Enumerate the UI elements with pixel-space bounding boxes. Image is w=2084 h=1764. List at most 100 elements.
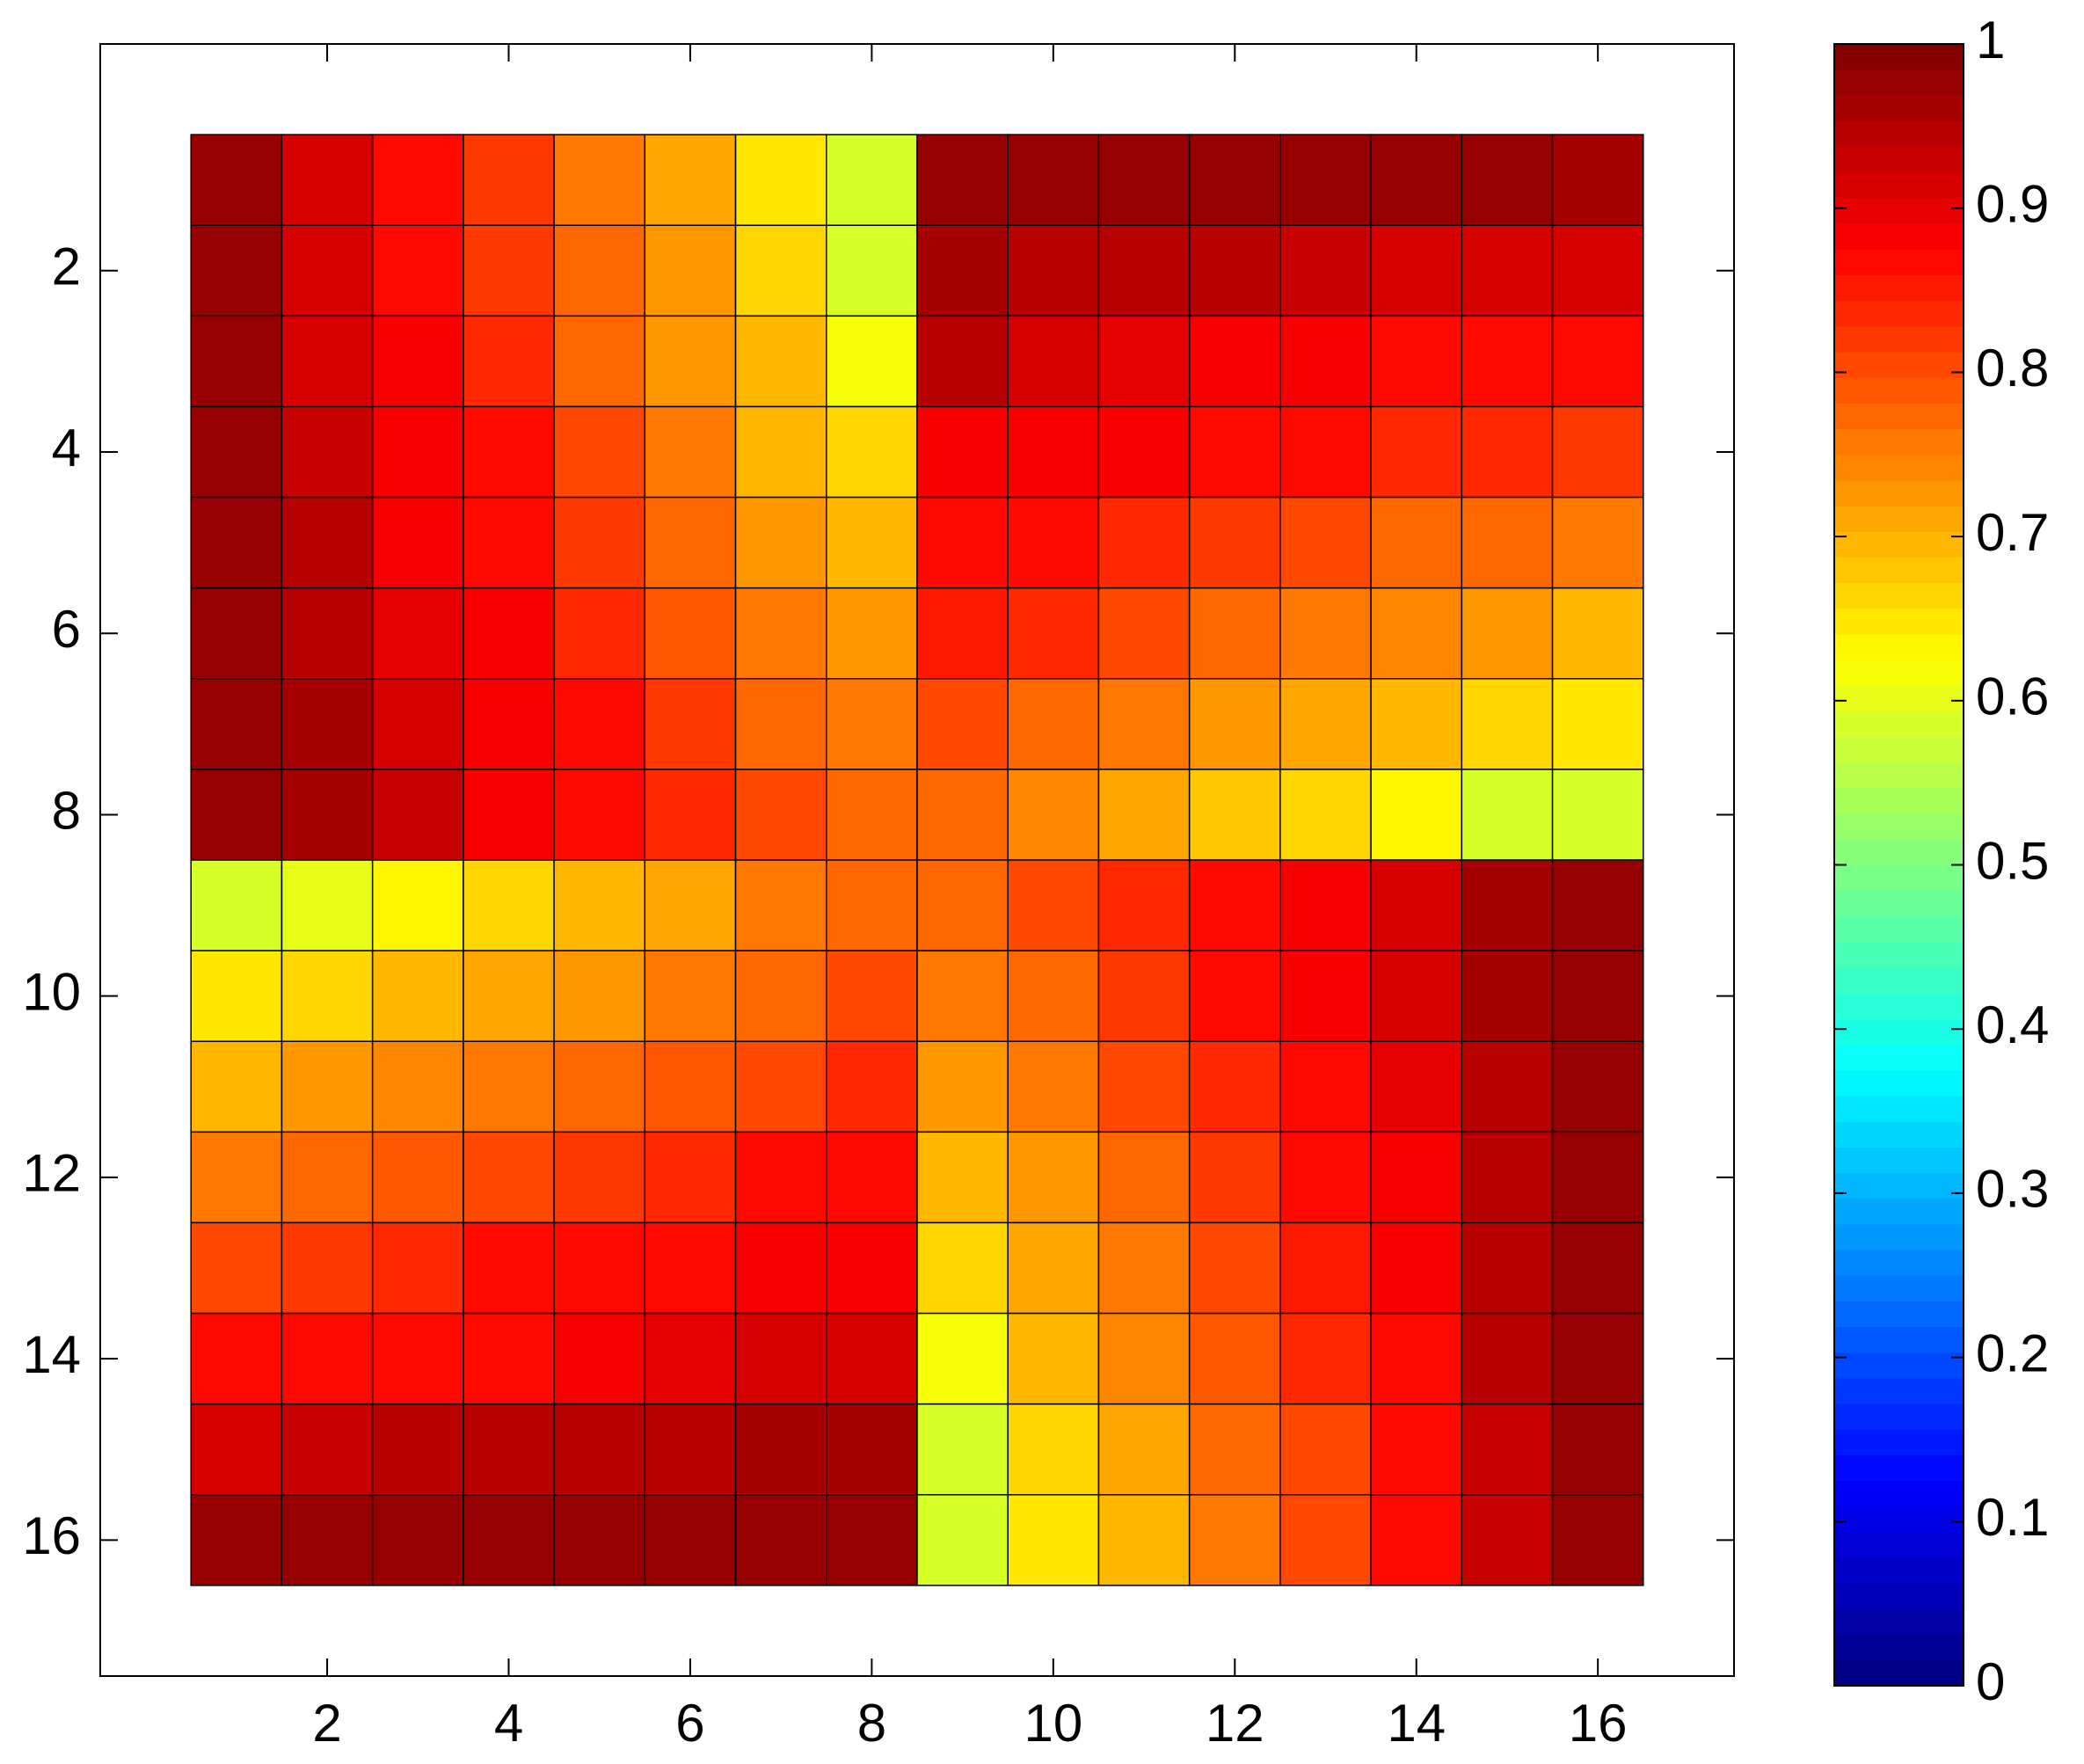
heatmap-cell [1461,315,1554,408]
heatmap-cell [826,134,918,226]
heatmap-cell [463,224,555,317]
heatmap-cell [1461,587,1554,680]
heatmap-cell [553,678,646,770]
heatmap-cell [1007,315,1100,408]
colorbar-segment [1834,69,1964,96]
heatmap-cell [1370,1403,1463,1496]
heatmap-cell [190,405,283,499]
colorbar-segment [1834,198,1964,224]
heatmap-cell [1551,134,1644,226]
x-tick-label: 12 [1206,1694,1264,1753]
colorbar-segment [1834,146,1964,173]
heatmap-cell [553,496,646,589]
heatmap-cell [553,315,646,408]
y-tick-label: 4 [52,419,81,477]
colorbar-segment [1834,1352,1964,1379]
heatmap-cell [281,678,374,770]
colorbar-tick-label: 0.3 [1976,1160,2049,1219]
y-tick-label: 2 [52,237,81,296]
heatmap-cell [1188,1040,1281,1133]
heatmap-cell [826,1403,918,1496]
heatmap-cell [916,678,1009,770]
heatmap-cell [826,1494,918,1586]
heatmap-cell [281,1312,374,1405]
heatmap-cell [1279,950,1372,1042]
heatmap-cell [1461,1403,1554,1496]
heatmap-cell [734,1312,827,1405]
heatmap-cell [463,1494,555,1586]
heatmap-cell [1370,1131,1463,1224]
colorbar-segment [1834,993,1964,1020]
x-tick-label: 6 [675,1694,704,1753]
colorbar-segment [1834,608,1964,635]
heatmap-cell [644,950,737,1042]
heatmap-cell [553,1403,646,1496]
colorbar-tick-label: 0.6 [1976,667,2049,726]
colorbar-segment [1834,1403,1964,1430]
x-tick-label: 16 [1569,1694,1628,1753]
colorbar-segment [1834,1301,1964,1328]
heatmap-cell [1551,587,1644,680]
heatmap-cell [463,587,555,680]
colorbar-segment [1834,660,1964,686]
colorbar-segment [1834,1018,1964,1046]
heatmap-cell [1188,1494,1281,1586]
heatmap-cell [1461,134,1554,226]
heatmap-cell [1551,315,1644,408]
heatmap-cell [1370,134,1463,226]
heatmap-cell [371,134,464,226]
heatmap-cell [1461,678,1554,770]
heatmap-cell [1097,405,1191,499]
heatmap-cell [916,315,1009,408]
heatmap-cell [1551,1494,1644,1586]
colorbar-segment [1834,325,1964,353]
heatmap-cell [1097,1494,1191,1586]
colorbar-segment [1834,1275,1964,1301]
heatmap-cell [1007,405,1100,499]
colorbar-segment [1834,736,1964,763]
colorbar-tick-label: 0.7 [1976,503,2049,562]
heatmap-cell [371,1403,464,1496]
heatmap-cell [1370,405,1463,499]
heatmap-cell [1188,315,1281,408]
heatmap-cell [463,1221,555,1315]
heatmap-cell [1097,1403,1191,1496]
heatmap-cell [1551,769,1644,861]
heatmap-cell [371,587,464,680]
heatmap-cell [371,405,464,499]
heatmap-cell [1097,587,1191,680]
heatmap-cell [1551,859,1644,951]
heatmap-cell [190,1221,283,1315]
heatmap-cell [553,1312,646,1405]
heatmap-cell [371,950,464,1042]
heatmap-cell [1370,769,1463,861]
colorbar-segment [1834,839,1964,865]
heatmap-cell [1188,1131,1281,1224]
heatmap-cell [371,315,464,408]
heatmap-cell [190,769,283,861]
heatmap-cell [1461,1312,1554,1405]
heatmap-cell [1461,496,1554,589]
x-tick-label: 2 [312,1694,341,1753]
heatmap-cell [1188,405,1281,499]
heatmap-cell [826,950,918,1042]
heatmap-cell [1551,1221,1644,1315]
heatmap-cell [463,1131,555,1224]
heatmap-cell [644,859,737,951]
heatmap-cell [1461,859,1554,951]
heatmap-cell [734,405,827,499]
heatmap-cell [644,134,737,226]
heatmap-cell [553,405,646,499]
heatmap-cell [1007,859,1100,951]
heatmap-cell [1007,769,1100,861]
colorbar-segment [1834,1121,1964,1148]
colorbar-segment [1834,44,1964,70]
heatmap-cell [1097,678,1191,770]
heatmap-cell [1188,587,1281,680]
heatmap-cell [281,315,374,408]
heatmap-cell [826,496,918,589]
colorbar-segment [1834,120,1964,148]
heatmap-cell [553,859,646,951]
heatmap-cell [916,859,1009,951]
